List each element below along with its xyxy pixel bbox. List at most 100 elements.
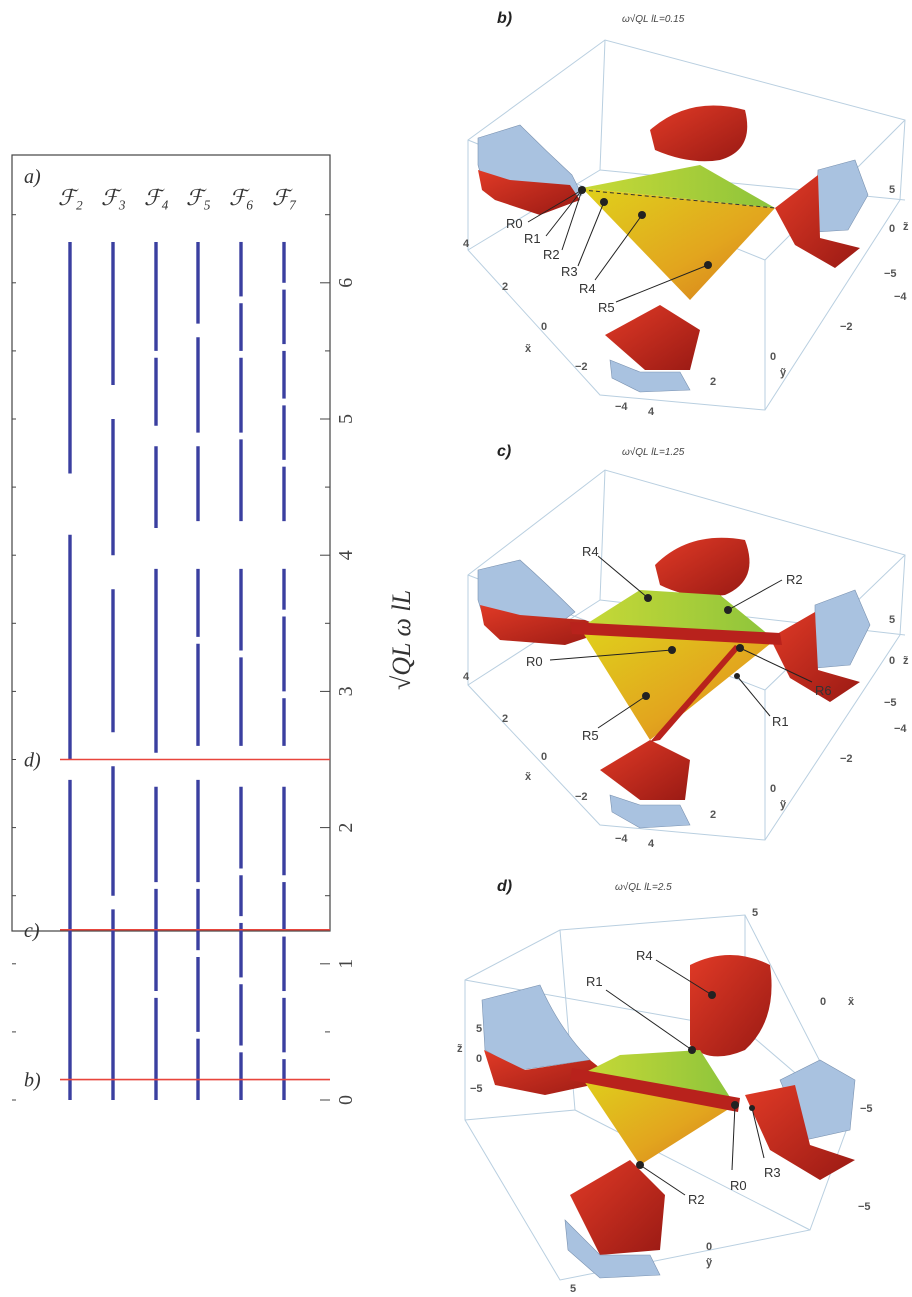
panel-c-region-r1: R1 [772,714,789,729]
svg-text:−2: −2 [840,321,853,333]
panel-b-yellow-surface [582,188,775,300]
svg-text:x̃: x̃ [525,771,532,783]
panel-c-label: c) [497,443,511,460]
svg-text:z̃: z̃ [903,655,909,667]
reference-label-d: d) [24,750,41,772]
panel-b-blue-surface-right [814,159,869,233]
svg-text:z̃: z̃ [457,1043,463,1055]
panel-a-label: a) [24,166,41,188]
svg-text:−5: −5 [884,268,897,280]
column-header-f4: ℱ₄ [144,185,169,210]
panel-d-red-surface-top [690,955,772,1057]
svg-text:ỹ: ỹ [780,799,787,811]
svg-text:0: 0 [889,655,895,667]
svg-text:5: 5 [752,907,758,919]
svg-text:0: 0 [541,321,547,333]
panel-b-red-surface-right [775,175,860,268]
panel-c-caption: ω√QL lL=1.25 [622,446,685,458]
panel-d-region-r1: R1 [586,974,603,989]
panel-c-ticks: 4 2 0 −2 −4 x̃ 4 2 0 −2 −4 ỹ 5 0 −5 z̃ [463,614,909,850]
svg-text:5: 5 [476,1023,482,1035]
panel-d-region-r2: R2 [688,1192,705,1207]
panel-a-frame [11,154,331,932]
panel-b-region-r5: R5 [598,300,615,315]
panel-c-yellow-surface [580,628,775,740]
svg-text:−5: −5 [470,1083,483,1095]
svg-text:−2: −2 [840,753,853,765]
reference-lines: b) c) d) [24,750,330,1092]
svg-text:−4: −4 [615,833,628,845]
svg-text:0: 0 [770,351,776,363]
tick-label-0: 0 [335,1095,357,1105]
svg-text:x̃: x̃ [848,996,855,1008]
tick-label-5: 5 [335,414,357,424]
reference-label-c: c) [24,920,40,942]
panel-c-blue-surface-bottom [609,794,691,829]
panel-d-region-r4: R4 [636,948,653,963]
panel-d-label: d) [497,878,512,895]
tick-label-2: 2 [335,823,357,833]
svg-text:5: 5 [889,614,895,626]
panel-b-cube [467,39,906,411]
right-axis: 0 1 2 3 4 5 6 [320,214,357,1105]
svg-text:2: 2 [710,376,716,388]
panel-b-red-surface-left [478,170,580,215]
panel-d-region-r3: R3 [764,1165,781,1180]
panel-b-caption: ω√QL lL=0.15 [622,13,685,25]
svg-text:5: 5 [889,184,895,196]
panel-c-red-band [570,622,782,645]
panel-d-red-surface-bottom [570,1160,665,1255]
svg-text:−5: −5 [884,697,897,709]
svg-text:4: 4 [648,838,655,850]
panel-c-region-r5: R5 [582,728,599,743]
panel-b-region-r3: R3 [561,264,578,279]
svg-text:z̃: z̃ [903,221,909,233]
column-header-f7: ℱ₇ [272,185,297,210]
panel-b-region-r4: R4 [579,281,596,296]
panel-c-region-r4: R4 [582,544,599,559]
svg-text:0: 0 [476,1053,482,1065]
panel-d-red-surface-right [745,1085,855,1180]
svg-text:2: 2 [502,281,508,293]
segments [68,241,286,1100]
svg-text:0: 0 [706,1241,712,1253]
svg-text:4: 4 [648,406,655,418]
svg-text:−2: −2 [575,791,588,803]
panel-c-region-r2: R2 [786,572,803,587]
panel-c-region-markers [549,555,813,729]
panel-c-red-surface-bottom [600,740,690,800]
column-header-f5: ℱ₅ [186,185,211,210]
tick-label-6: 6 [335,278,357,288]
left-minor-ticks [12,214,16,1101]
panel-c-red-surface-right [770,612,860,702]
tick-label-4: 4 [335,550,357,560]
svg-text:2: 2 [502,713,508,725]
svg-text:4: 4 [463,671,470,683]
svg-text:−4: −4 [615,401,628,413]
svg-text:x̃: x̃ [525,343,532,355]
panel-c-blue-surface-right [814,589,871,669]
axis-label: √QL ω lL [387,590,416,690]
column-header-f3: ℱ₃ [101,185,126,210]
tick-label-3: 3 [335,686,357,696]
panel-b-green-surface [582,165,775,208]
column-header-f6: ℱ₆ [229,185,254,210]
svg-text:−4: −4 [894,723,907,735]
panel-d-blue-surface-left [481,984,591,1071]
panel-b-region-markers [527,186,712,303]
svg-text:−5: −5 [860,1103,873,1115]
svg-text:2: 2 [710,809,716,821]
panel-a: 0 1 2 3 4 5 6 a) ℱ₂ ℱ₃ ℱ₄ ℱ₅ ℱ₆ ℱ₇ b) c) d) √QL ω lL [11,154,416,1105]
panel-c-red-surface-top [655,537,750,597]
svg-text:−4: −4 [894,291,907,303]
panel-d-red-surface-left [484,1050,615,1095]
panel-b-region-r0: R0 [506,216,523,231]
panel-b-label: b) [497,10,512,27]
panel-c-red-surface-left [480,605,610,645]
svg-text:ỹ: ỹ [780,367,787,379]
svg-text:0: 0 [820,996,826,1008]
panel-c-cube [467,469,906,841]
panel-d-blue-surface-bottom [564,1219,661,1279]
panel-d-region-r0: R0 [730,1178,747,1193]
panel-b-red-surface-bottom [605,305,700,370]
